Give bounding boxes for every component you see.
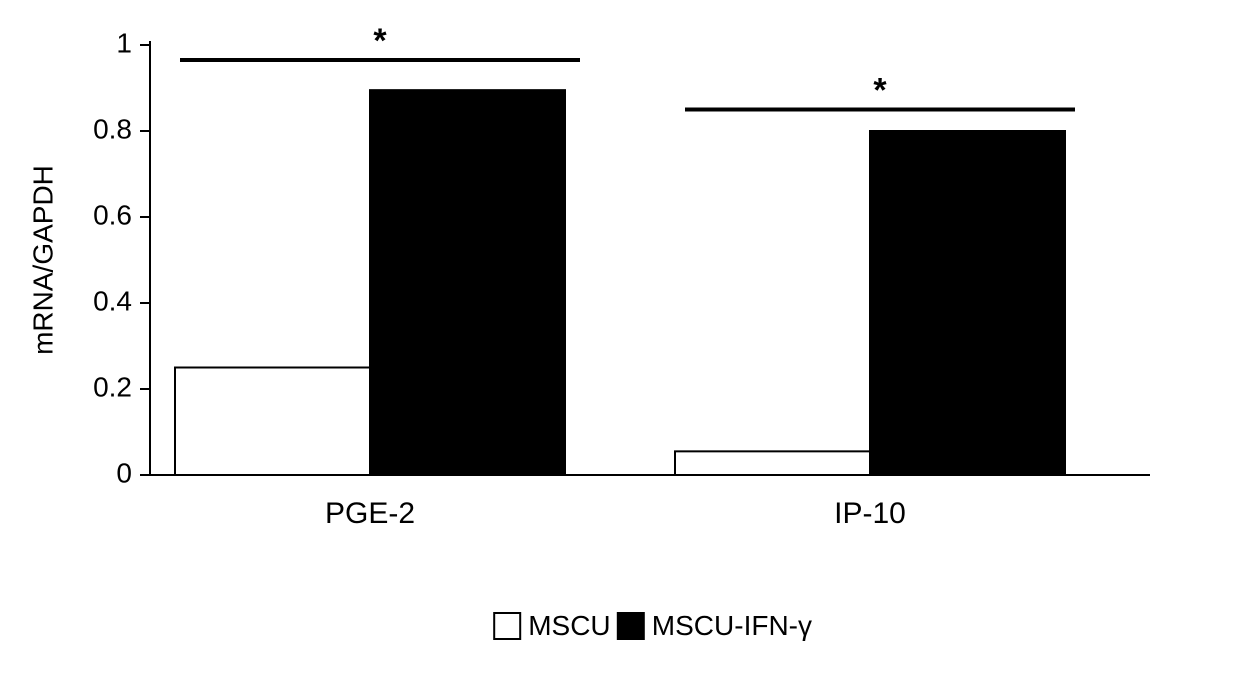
bar-IP-10-MSCU [675,451,870,475]
y-tick-label: 0.2 [93,371,132,402]
x-category-label: PGE-2 [325,497,415,530]
y-tick-label: 1 [116,27,132,58]
bar-chart: 0 0.2 0.4 0.6 0.8 1 mRNA/GAPDH PGE-2 * IP-10 * MSCU… [0,0,1240,675]
significance-marker: * [373,22,387,60]
y-tick-label: 0.6 [93,199,132,230]
y-axis-label: mRNA/GAPDH [27,165,58,355]
bar-PGE-2-MSCU-IFN-γ [370,90,565,475]
chart-container: 0 0.2 0.4 0.6 0.8 1 mRNA/GAPDH PGE-2 * IP-10 * MSCU… [0,0,1240,675]
legend: MSCU MSCU-IFN-γ [494,610,812,641]
legend-swatch [618,613,644,639]
legend-label: MSCU-IFN-γ [652,610,812,641]
legend-swatch [494,613,520,639]
legend-label: MSCU [528,610,610,641]
x-category-label: IP-10 [834,497,906,530]
y-tick-label: 0.4 [93,285,132,316]
bar-PGE-2-MSCU [175,368,370,476]
y-tick-label: 0 [116,457,132,488]
y-tick-label: 0.8 [93,113,132,144]
significance-marker: * [873,72,887,110]
bar-IP-10-MSCU-IFN-γ [870,131,1065,475]
